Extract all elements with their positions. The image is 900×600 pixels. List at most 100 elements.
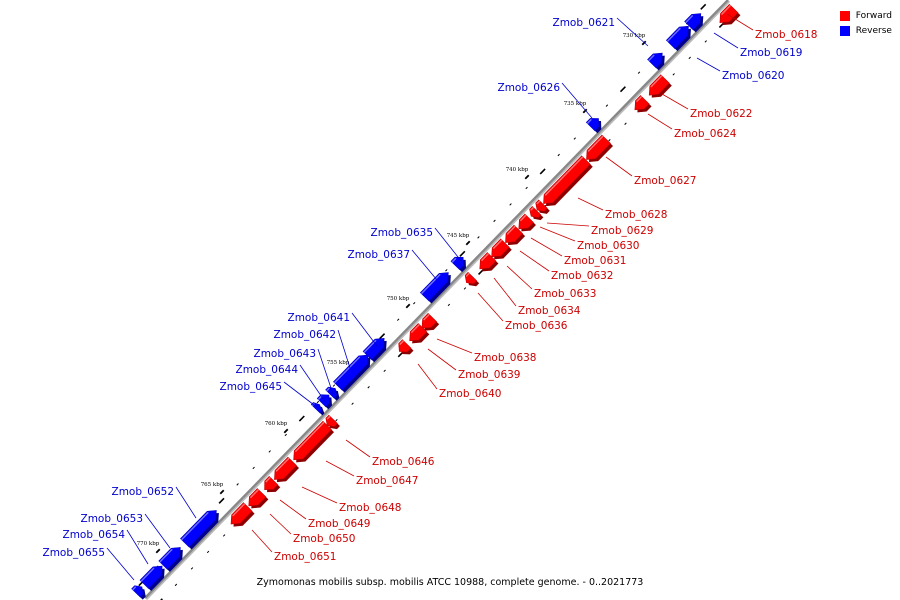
gene-label[interactable]: Zmob_0652 <box>112 486 174 498</box>
label-leader <box>299 364 327 404</box>
gene-label[interactable]: Zmob_0627 <box>634 175 696 187</box>
gene-zmob-0652[interactable] <box>180 510 219 550</box>
tick-mark-left <box>413 302 416 305</box>
gene-zmob-0639[interactable] <box>409 323 430 344</box>
gene-label[interactable]: Zmob_0646 <box>372 456 435 468</box>
gene-label[interactable]: Zmob_0648 <box>339 502 401 514</box>
gene-zmob-0620[interactable] <box>665 25 691 52</box>
gene-zmob-0626[interactable] <box>585 118 602 134</box>
gene-label[interactable]: Zmob_0629 <box>591 225 653 237</box>
gene-zmob-0631[interactable] <box>518 213 536 232</box>
gene-label[interactable]: Zmob_0636 <box>505 320 568 332</box>
gene-zmob-0629[interactable] <box>535 199 550 214</box>
gene-highlight <box>586 118 592 124</box>
tick-mark-right <box>222 534 226 537</box>
gene-zmob-0648[interactable] <box>274 456 299 483</box>
gene-label[interactable]: Zmob_0620 <box>722 70 784 82</box>
gene-label[interactable]: Zmob_0653 <box>81 513 143 525</box>
gene-label[interactable]: Zmob_0637 <box>348 249 410 261</box>
gene-zmob-0653[interactable] <box>158 547 183 572</box>
tick-mark-right <box>463 287 467 290</box>
gene-label[interactable]: Zmob_0642 <box>274 329 336 341</box>
gene-zmob-0642[interactable] <box>333 354 371 393</box>
label-leader <box>616 17 649 47</box>
gene-zmob-0638[interactable] <box>421 312 440 331</box>
gene-label[interactable]: Zmob_0650 <box>293 533 355 545</box>
gene-highlight <box>232 503 246 517</box>
gene-zmob-0634[interactable] <box>479 252 499 272</box>
gene-label[interactable]: Zmob_0645 <box>220 381 282 393</box>
legend-item-reverse: Reverse <box>839 23 892 38</box>
gene-zmob-0643[interactable] <box>325 386 340 401</box>
gene-label[interactable]: Zmob_0640 <box>439 388 501 400</box>
gene-zmob-0622[interactable] <box>648 74 672 98</box>
gene-zmob-0640[interactable] <box>398 339 414 355</box>
gene-zmob-0632[interactable] <box>505 224 526 246</box>
gene-zmob-0618[interactable] <box>719 3 741 26</box>
gene-label[interactable]: Zmob_0621 <box>553 17 615 29</box>
label-leader <box>427 348 457 371</box>
legend-item-forward: Forward <box>839 8 892 23</box>
gene-label[interactable]: Zmob_0647 <box>356 475 418 487</box>
tick-mark-right <box>351 402 354 405</box>
gene-label[interactable]: Zmob_0618 <box>755 29 817 41</box>
gene-zmob-0635[interactable] <box>450 256 466 273</box>
gene-label[interactable]: Zmob_0651 <box>274 551 336 563</box>
tick-mark-left <box>445 269 448 272</box>
gene-label[interactable]: Zmob_0641 <box>288 312 350 324</box>
scale-tick-mark <box>582 108 588 114</box>
gene-zmob-0628[interactable] <box>543 155 593 207</box>
gene-zmob-0619[interactable] <box>684 13 704 33</box>
gene-arrow <box>180 510 217 548</box>
gene-label[interactable]: Zmob_0630 <box>577 240 639 252</box>
backbone-shadow <box>144 0 731 600</box>
gene-zmob-0655[interactable] <box>131 585 146 600</box>
gene-label[interactable]: Zmob_0644 <box>236 364 299 376</box>
scale-tick-mark <box>524 174 530 180</box>
tick-mark-right <box>624 122 627 125</box>
gene-label[interactable]: Zmob_0643 <box>254 348 316 360</box>
gene-zmob-0646[interactable] <box>325 414 340 430</box>
gene-label[interactable]: Zmob_0624 <box>674 128 737 140</box>
gene-zmob-0636[interactable] <box>464 271 480 287</box>
gene-highlight <box>265 476 271 483</box>
tick-mark-left <box>268 450 271 453</box>
gene-zmob-0637[interactable] <box>419 272 451 304</box>
gene-label[interactable]: Zmob_0638 <box>474 352 536 364</box>
gene-label[interactable]: Zmob_0655 <box>43 547 105 559</box>
gene-zmob-0651[interactable] <box>230 502 255 527</box>
gene-label[interactable]: Zmob_0632 <box>551 270 613 282</box>
gene-zmob-0624[interactable] <box>634 95 652 113</box>
gene-label[interactable]: Zmob_0622 <box>690 108 752 120</box>
gene-zmob-0647[interactable] <box>293 420 335 463</box>
tick-mark-left <box>218 497 225 504</box>
gene-label[interactable]: Zmob_0619 <box>740 47 802 59</box>
tick-mark-left <box>539 168 546 175</box>
gene-label[interactable]: Zmob_0649 <box>308 518 370 530</box>
scale-tick-label: 760 kbp <box>265 421 288 427</box>
tick-mark-right <box>206 550 210 554</box>
tick-mark-left <box>637 71 641 74</box>
gene-label[interactable]: Zmob_0628 <box>605 209 667 221</box>
gene-zmob-0627[interactable] <box>586 134 614 163</box>
gene-arrow <box>647 52 663 69</box>
gene-zmob-0630[interactable] <box>529 206 544 221</box>
label-leader <box>144 513 171 549</box>
label-leader <box>106 547 135 581</box>
gene-label[interactable]: Zmob_0634 <box>518 305 581 317</box>
label-leader <box>337 329 351 369</box>
gene-label[interactable]: Zmob_0639 <box>458 369 520 381</box>
gene-label[interactable]: Zmob_0631 <box>564 255 626 267</box>
gene-label[interactable]: Zmob_0635 <box>371 227 433 239</box>
label-leader <box>317 348 334 395</box>
gene-zmob-0650[interactable] <box>248 488 269 509</box>
gene-zmob-0633[interactable] <box>491 238 512 260</box>
gene-zmob-0649[interactable] <box>264 475 281 493</box>
gene-zmob-0621[interactable] <box>647 52 665 71</box>
gene-zmob-0654[interactable] <box>139 565 165 592</box>
gene-label[interactable]: Zmob_0633 <box>534 288 596 300</box>
gene-label[interactable]: Zmob_0626 <box>498 82 561 94</box>
gene-label[interactable]: Zmob_0654 <box>63 529 126 541</box>
gene-highlight <box>159 548 173 563</box>
